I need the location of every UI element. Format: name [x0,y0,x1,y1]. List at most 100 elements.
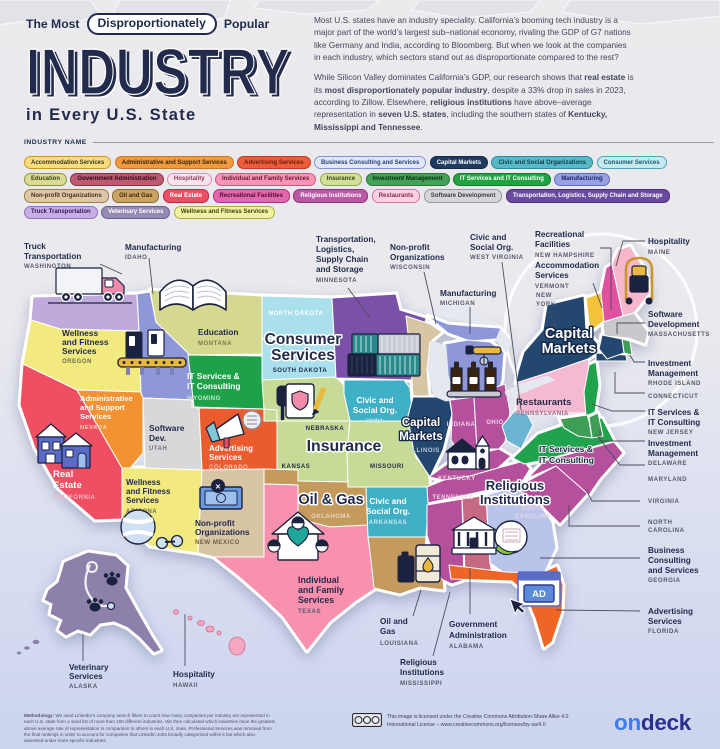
svg-text:IT Consulting: IT Consulting [648,418,700,427]
svg-text:Insurance: Insurance [307,438,382,455]
svg-text:Services: Services [209,453,242,462]
svg-text:Advertising: Advertising [648,607,693,616]
svg-text:IT Consulting: IT Consulting [187,381,241,391]
svg-text:IT Services &: IT Services & [187,371,240,381]
svg-text:YORK: YORK [536,301,556,308]
svg-text:Transportation,: Transportation, [316,235,376,244]
svg-text:WEST VIRGINIA: WEST VIRGINIA [470,254,524,261]
svg-text:and Fitness: and Fitness [62,337,109,347]
svg-text:HAWAII: HAWAII [173,682,198,689]
svg-text:WASHINGTON: WASHINGTON [24,263,71,270]
svg-text:CAROLINA: CAROLINA [515,514,551,520]
svg-text:Non-profit: Non-profit [195,519,235,528]
svg-text:PENNSYLVANIA: PENNSYLVANIA [516,411,569,417]
svg-text:Accommodation: Accommodation [535,261,599,270]
svg-text:Real: Real [53,469,73,480]
svg-text:Recreational: Recreational [535,230,584,239]
svg-text:MARYLAND: MARYLAND [648,476,687,483]
svg-text:Services: Services [80,412,111,421]
svg-text:Management: Management [648,369,698,378]
svg-text:VERMONT: VERMONT [535,283,569,290]
svg-text:Services: Services [126,496,159,505]
svg-text:IDAHO: IDAHO [125,254,147,261]
svg-text:Services: Services [298,595,334,605]
svg-text:Software: Software [149,423,185,433]
svg-text:IT Services &: IT Services & [648,408,700,417]
svg-text:RHODE ISLAND: RHODE ISLAND [648,380,701,387]
svg-text:ARKANSAS: ARKANSAS [369,520,407,526]
svg-text:ILLINOIS: ILLINOIS [410,448,440,454]
svg-text:NEVADA: NEVADA [80,425,108,431]
svg-text:OHIO: OHIO [486,420,504,426]
svg-text:Capital: Capital [545,326,593,342]
svg-text:Markets: Markets [399,431,442,443]
svg-text:VIRGINIA: VIRGINIA [648,498,680,505]
svg-text:Consumer: Consumer [265,331,342,348]
svg-text:MISSISSIPPI: MISSISSIPPI [400,680,442,687]
svg-text:MONTANA: MONTANA [198,341,232,347]
svg-text:COLORADO: COLORADO [209,465,248,471]
svg-text:and Support: and Support [80,403,125,412]
svg-text:Consulting: Consulting [648,556,691,565]
svg-text:NORTH: NORTH [648,519,672,526]
svg-text:Advertising: Advertising [209,444,253,453]
svg-text:FLORIDA: FLORIDA [648,628,679,635]
svg-text:Investment: Investment [648,359,691,368]
svg-text:NEBRASKA: NEBRASKA [306,426,345,432]
svg-text:Organizations: Organizations [195,528,250,537]
svg-text:Hospitality: Hospitality [648,237,690,246]
svg-text:TEXAS: TEXAS [298,608,321,615]
svg-text:Development: Development [648,320,700,329]
svg-text:KENTUCKY: KENTUCKY [438,476,476,482]
svg-text:Supply Chain: Supply Chain [316,255,368,264]
svg-text:Restaurants: Restaurants [516,397,571,408]
svg-text:Manufacturing: Manufacturing [440,289,496,298]
svg-text:and Family: and Family [298,585,344,595]
svg-text:Dev.: Dev. [149,433,166,443]
svg-text:MINNESOTA: MINNESOTA [316,277,357,284]
svg-text:Gas: Gas [380,627,396,636]
svg-text:ALABAMA: ALABAMA [449,643,484,650]
svg-text:OREGON: OREGON [62,359,92,365]
svg-text:CONNECTICUT: CONNECTICUT [648,393,698,400]
svg-text:MISSOURI: MISSOURI [370,464,404,470]
svg-text:MICHIGAN: MICHIGAN [440,300,475,307]
svg-text:NEW MEXICO: NEW MEXICO [195,540,240,546]
svg-text:Transportation: Transportation [24,252,81,261]
svg-text:Services: Services [271,347,335,364]
svg-text:Estate: Estate [53,480,82,491]
svg-text:SOUTH DAKOTA: SOUTH DAKOTA [273,368,328,374]
svg-text:Wellness: Wellness [62,328,98,338]
svg-text:Education: Education [198,327,238,337]
svg-text:SOUTH: SOUTH [521,506,545,512]
svg-text:Facilities: Facilities [535,240,570,249]
svg-text:Government: Government [449,620,497,629]
svg-text:IT Services &: IT Services & [539,444,593,454]
svg-text:Oil and: Oil and [380,617,408,626]
svg-text:Wellness: Wellness [126,478,161,487]
svg-text:Services: Services [535,271,569,280]
svg-text:Manufacturing: Manufacturing [125,243,181,252]
svg-text:WYOMING: WYOMING [187,396,221,402]
svg-text:IT Consulting: IT Consulting [539,455,594,465]
svg-text:Individual: Individual [298,575,339,585]
svg-text:NORTH DAKOTA: NORTH DAKOTA [269,311,324,317]
svg-text:Services: Services [648,617,682,626]
svg-text:OKLAHOMA: OKLAHOMA [311,514,351,520]
svg-text:Administrative: Administrative [80,394,133,403]
svg-text:Institutions: Institutions [480,492,550,507]
svg-text:and Services: and Services [648,566,699,575]
svg-text:Capital: Capital [402,417,440,429]
svg-text:INDIANA: INDIANA [447,422,476,428]
svg-text:KANSAS: KANSAS [282,464,311,470]
svg-text:Religious: Religious [486,478,545,493]
svg-text:and Storage: and Storage [316,265,364,274]
svg-text:✕: ✕ [215,484,221,491]
svg-text:Investment: Investment [648,439,691,448]
svg-text:Civic and: Civic and [356,395,393,405]
svg-text:Services: Services [62,346,97,356]
svg-text:Social Org.: Social Org. [353,405,397,415]
svg-text:IOWA: IOWA [366,419,384,425]
svg-text:GEORGIA: GEORGIA [648,577,681,584]
svg-text:Administration: Administration [449,631,507,640]
